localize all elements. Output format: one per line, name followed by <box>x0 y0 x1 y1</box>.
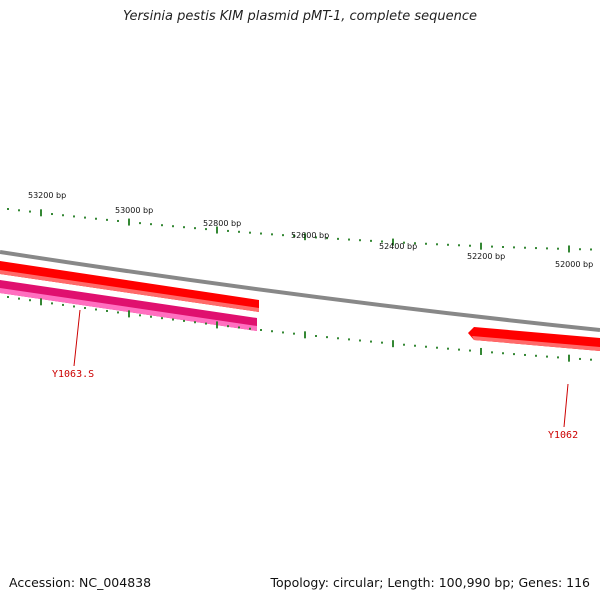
forward-gene-feature[interactable] <box>0 261 259 312</box>
gene-y1062-leader <box>563 383 569 428</box>
gene-y1062-feature[interactable] <box>468 327 600 351</box>
gene-y1063s-feature[interactable] <box>0 280 257 331</box>
ruler-ticks-upper <box>7 208 592 253</box>
ruler-label-52200: 52200 bp <box>467 252 505 261</box>
topology-summary-text: Topology: circular; Length: 100,990 bp; … <box>270 575 591 590</box>
plasmid-backbone <box>0 250 600 332</box>
ruler-label-52400: 52400 bp <box>379 242 417 251</box>
ruler-label-53200: 53200 bp <box>28 191 66 200</box>
map-title: Yersinia pestis KIM plasmid pMT-1, compl… <box>122 9 478 24</box>
ruler-label-52000: 52000 bp <box>555 260 593 269</box>
gene-label-y1063s[interactable]: Y1063.S <box>52 369 94 380</box>
ruler-label-52600: 52600 bp <box>291 231 329 240</box>
gene-label-y1062[interactable]: Y1062 <box>548 430 578 441</box>
accession-text: Accession: NC_004838 <box>9 575 152 590</box>
ruler-ticks-lower <box>7 296 592 362</box>
ruler-label-53000: 53000 bp <box>115 206 153 215</box>
gene-y1063s-leader <box>73 309 81 367</box>
ruler-label-52800: 52800 bp <box>203 219 241 228</box>
